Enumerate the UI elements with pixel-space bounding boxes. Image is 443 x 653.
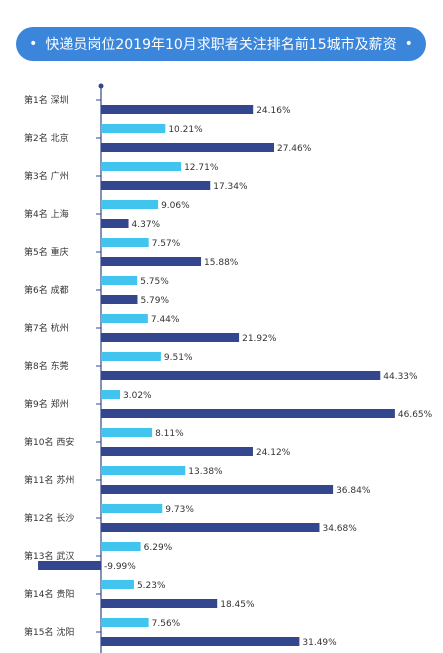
data-label: 12.71% <box>184 163 219 173</box>
data-label: 27.46% <box>277 144 312 154</box>
data-label: 3.02% <box>123 391 152 401</box>
category-label: 第6名 成都 <box>24 284 69 296</box>
category-label: 第13名 武汉 <box>24 550 74 562</box>
chart-title: 快递员岗位2019年10月求职者关注排名前15城市及薪资 <box>45 37 397 53</box>
data-label: 5.79% <box>140 296 169 306</box>
bar-series-1 <box>101 219 129 228</box>
category-label: 第10名 西安 <box>24 436 74 448</box>
data-label: 13.38% <box>188 467 223 477</box>
data-label: 31.49% <box>302 638 337 648</box>
data-label: 21.92% <box>242 334 277 344</box>
bar-series-1 <box>101 333 240 342</box>
y-axis-top-dot <box>98 83 104 89</box>
data-label: 7.56% <box>152 619 181 629</box>
title-bullet-right: • <box>404 36 413 52</box>
bar-series-1 <box>101 257 202 266</box>
bar-series-2 <box>101 276 138 285</box>
data-label: 17.34% <box>213 182 248 192</box>
data-label: 6.29% <box>144 543 173 553</box>
bar-series-1 <box>101 143 274 152</box>
bar-series-1 <box>101 371 381 380</box>
bar-series-2 <box>101 200 159 209</box>
category-label: 第12名 长沙 <box>24 512 74 524</box>
data-label: 5.23% <box>137 581 166 591</box>
data-label: 5.75% <box>140 277 169 287</box>
bar-series-1 <box>101 105 254 114</box>
data-label: 24.16% <box>256 106 291 116</box>
category-label: 第9名 郑州 <box>24 398 69 410</box>
bar-series-1 <box>101 181 211 190</box>
bar-series-1 <box>101 447 253 456</box>
title-bullet-left: • <box>29 36 38 52</box>
data-label: 9.06% <box>161 201 190 211</box>
data-label: 44.33% <box>383 372 418 382</box>
bar-series-2 <box>101 428 153 437</box>
data-label: 7.44% <box>151 315 180 325</box>
category-label: 第15名 沈阳 <box>24 626 74 638</box>
bar-series-2 <box>101 124 166 133</box>
data-label: 10.21% <box>168 125 203 135</box>
bar-series-1 <box>101 523 320 532</box>
category-label: 第14名 贵阳 <box>24 588 74 600</box>
data-label: 46.65% <box>398 410 433 420</box>
bar-series-2 <box>101 542 141 551</box>
data-label: 8.11% <box>155 429 184 439</box>
data-label: 4.37% <box>132 220 161 230</box>
bar-series-2 <box>101 352 161 361</box>
category-label: 第2名 北京 <box>24 132 69 144</box>
bar-series-1 <box>101 599 218 608</box>
category-label: 第11名 苏州 <box>24 474 74 486</box>
bar-series-1 <box>101 485 334 494</box>
bar-series-2 <box>101 618 149 627</box>
category-label: 第3名 广州 <box>24 170 69 182</box>
data-label: 15.88% <box>204 258 239 268</box>
data-label: -9.99% <box>104 562 136 572</box>
category-label: 第8名 东莞 <box>24 360 69 372</box>
category-label: 第1名 深圳 <box>24 94 69 106</box>
data-label: 9.73% <box>165 505 194 515</box>
title-banner: • 快递员岗位2019年10月求职者关注排名前15城市及薪资 • <box>16 27 426 61</box>
data-label: 34.68% <box>322 524 357 534</box>
bar-series-2 <box>101 238 149 247</box>
bar-series-2 <box>101 580 134 589</box>
data-label: 24.12% <box>256 448 291 458</box>
category-label: 第7名 杭州 <box>24 322 69 334</box>
category-label: 第4名 上海 <box>24 208 69 220</box>
bar-series-2 <box>101 162 182 171</box>
category-label: 第5名 重庆 <box>24 246 69 258</box>
bar-series-1 <box>101 637 300 646</box>
bar-series-2 <box>101 466 186 475</box>
data-label: 7.57% <box>152 239 181 249</box>
bar-series-1 <box>38 561 101 570</box>
bar-series-1 <box>101 409 395 418</box>
data-label: 9.51% <box>164 353 193 363</box>
bar-series-2 <box>101 390 121 399</box>
bar-series-2 <box>101 504 163 513</box>
bar-series-1 <box>101 295 138 304</box>
data-label: 36.84% <box>336 486 371 496</box>
data-label: 18.45% <box>220 600 255 610</box>
bar-series-2 <box>101 314 148 323</box>
